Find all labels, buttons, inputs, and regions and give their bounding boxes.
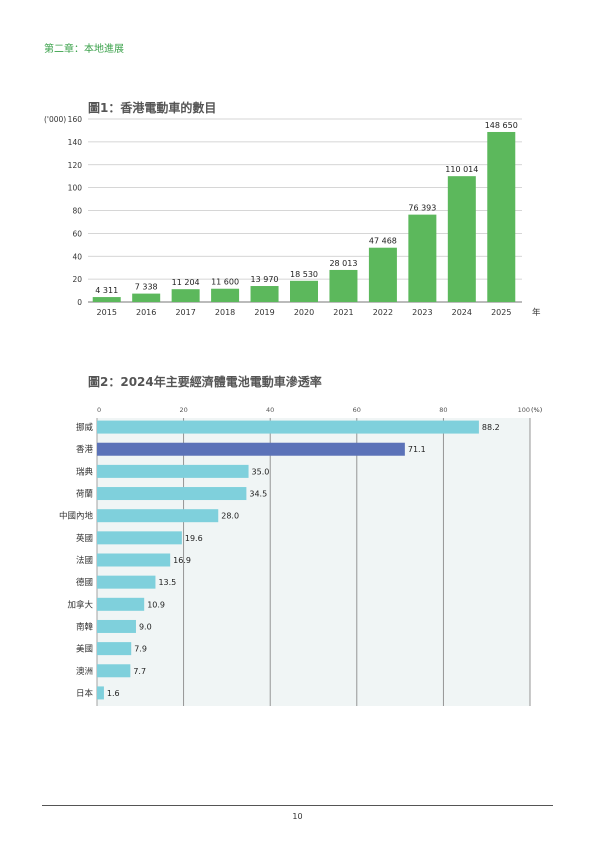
category-label: 中國內地	[59, 511, 94, 522]
data-label: 71.1	[408, 445, 426, 454]
x-tick-label: 2023	[412, 308, 432, 317]
x-tick-label: 20	[179, 406, 187, 414]
bar	[250, 286, 279, 302]
figure1-title: 圖1：香港電動車的數目	[88, 101, 217, 115]
data-label: 110 014	[445, 165, 478, 174]
bar	[329, 269, 358, 302]
bar	[92, 297, 121, 302]
x-tick-label: 40	[266, 406, 274, 414]
category-label: 法國	[76, 555, 93, 566]
x-tick-label: 2022	[373, 308, 393, 317]
x-tick-label: 2021	[333, 308, 353, 317]
x-tick-label: 2016	[136, 308, 156, 317]
x-tick-label: 2025	[491, 308, 511, 317]
x-tick-label: 2019	[254, 308, 274, 317]
category-label: 挪威	[76, 422, 94, 433]
bar	[97, 531, 182, 545]
data-label: 13.5	[158, 578, 176, 587]
data-label: 34.5	[249, 490, 267, 499]
data-label: 11 600	[211, 278, 239, 287]
category-label: 英國	[76, 533, 93, 544]
bar	[97, 553, 171, 567]
data-label: 28.0	[221, 512, 239, 521]
x-tick-label: 60	[353, 406, 361, 414]
data-label: 7 338	[135, 283, 158, 292]
bar	[97, 686, 104, 700]
bar	[97, 442, 405, 456]
category-label: 美國	[76, 644, 93, 655]
bar	[97, 664, 131, 678]
data-label: 18 530	[290, 270, 318, 279]
category-label: 澳洲	[76, 666, 93, 677]
y-tick-label: 160	[68, 115, 83, 124]
page-number: 10	[292, 812, 303, 821]
bar	[211, 288, 240, 302]
bar	[447, 176, 476, 302]
data-label: 7.7	[133, 667, 146, 676]
y-tick-label: 80	[72, 207, 82, 216]
x-tick-label: 2020	[294, 308, 314, 317]
bar	[97, 509, 219, 523]
bar	[97, 420, 479, 434]
x-tick-label: 80	[439, 406, 447, 414]
bar	[487, 131, 516, 302]
x-tick-label: 2017	[175, 308, 195, 317]
figure2-title: 圖2：2024年主要經濟體電池電動車滲透率	[88, 375, 322, 389]
bar	[408, 214, 437, 302]
bar	[171, 289, 200, 302]
bar	[97, 487, 247, 501]
footer-divider	[42, 805, 553, 806]
y-tick-label: 20	[72, 275, 82, 284]
data-label: 19.6	[185, 534, 203, 543]
bar	[132, 293, 161, 302]
data-label: 13 970	[251, 275, 279, 284]
x-tick-label: 2024	[452, 308, 472, 317]
y-tick-label: 40	[72, 252, 82, 261]
x-axis-unit-label: (%)	[531, 406, 542, 414]
data-label: 10.9	[147, 600, 165, 609]
y-tick-label: 120	[68, 161, 83, 170]
data-label: 4 311	[95, 286, 118, 295]
category-label: 瑞典	[76, 466, 94, 477]
category-label: 日本	[76, 688, 94, 699]
category-label: 荷蘭	[76, 489, 93, 500]
bar	[97, 597, 145, 611]
bar	[97, 575, 156, 589]
data-label: 9.0	[139, 622, 152, 631]
data-label: 16.9	[173, 556, 191, 565]
y-tick-label: 140	[68, 138, 83, 147]
x-axis-unit-label: 年	[532, 307, 541, 318]
y-tick-label: 0	[77, 298, 82, 307]
data-label: 35.0	[252, 467, 270, 476]
category-label: 香港	[76, 444, 94, 455]
y-tick-label: 100	[68, 184, 83, 193]
category-label: 德國	[76, 577, 93, 588]
bar	[97, 464, 249, 478]
x-tick-label: 2015	[97, 308, 117, 317]
y-tick-label: 60	[72, 229, 82, 238]
data-label: 11 204	[172, 278, 200, 287]
category-label: 加拿大	[67, 599, 93, 610]
bar	[97, 619, 136, 633]
data-label: 1.6	[107, 689, 120, 698]
x-tick-label: 100	[518, 406, 530, 414]
x-tick-label: 0	[97, 406, 101, 414]
data-label: 7.9	[134, 645, 147, 654]
y-axis-unit-label: ('000)	[44, 115, 66, 124]
data-label: 148 650	[485, 121, 518, 130]
data-label: 76 393	[408, 204, 436, 213]
bar	[290, 280, 318, 302]
bar	[97, 642, 132, 656]
chapter-heading: 第二章：本地進展	[44, 44, 124, 55]
data-label: 28 013	[329, 259, 357, 268]
data-label: 47 468	[369, 237, 397, 246]
bar	[368, 247, 397, 302]
category-label: 南韓	[76, 621, 94, 632]
data-label: 88.2	[482, 423, 500, 432]
x-tick-label: 2018	[215, 308, 235, 317]
